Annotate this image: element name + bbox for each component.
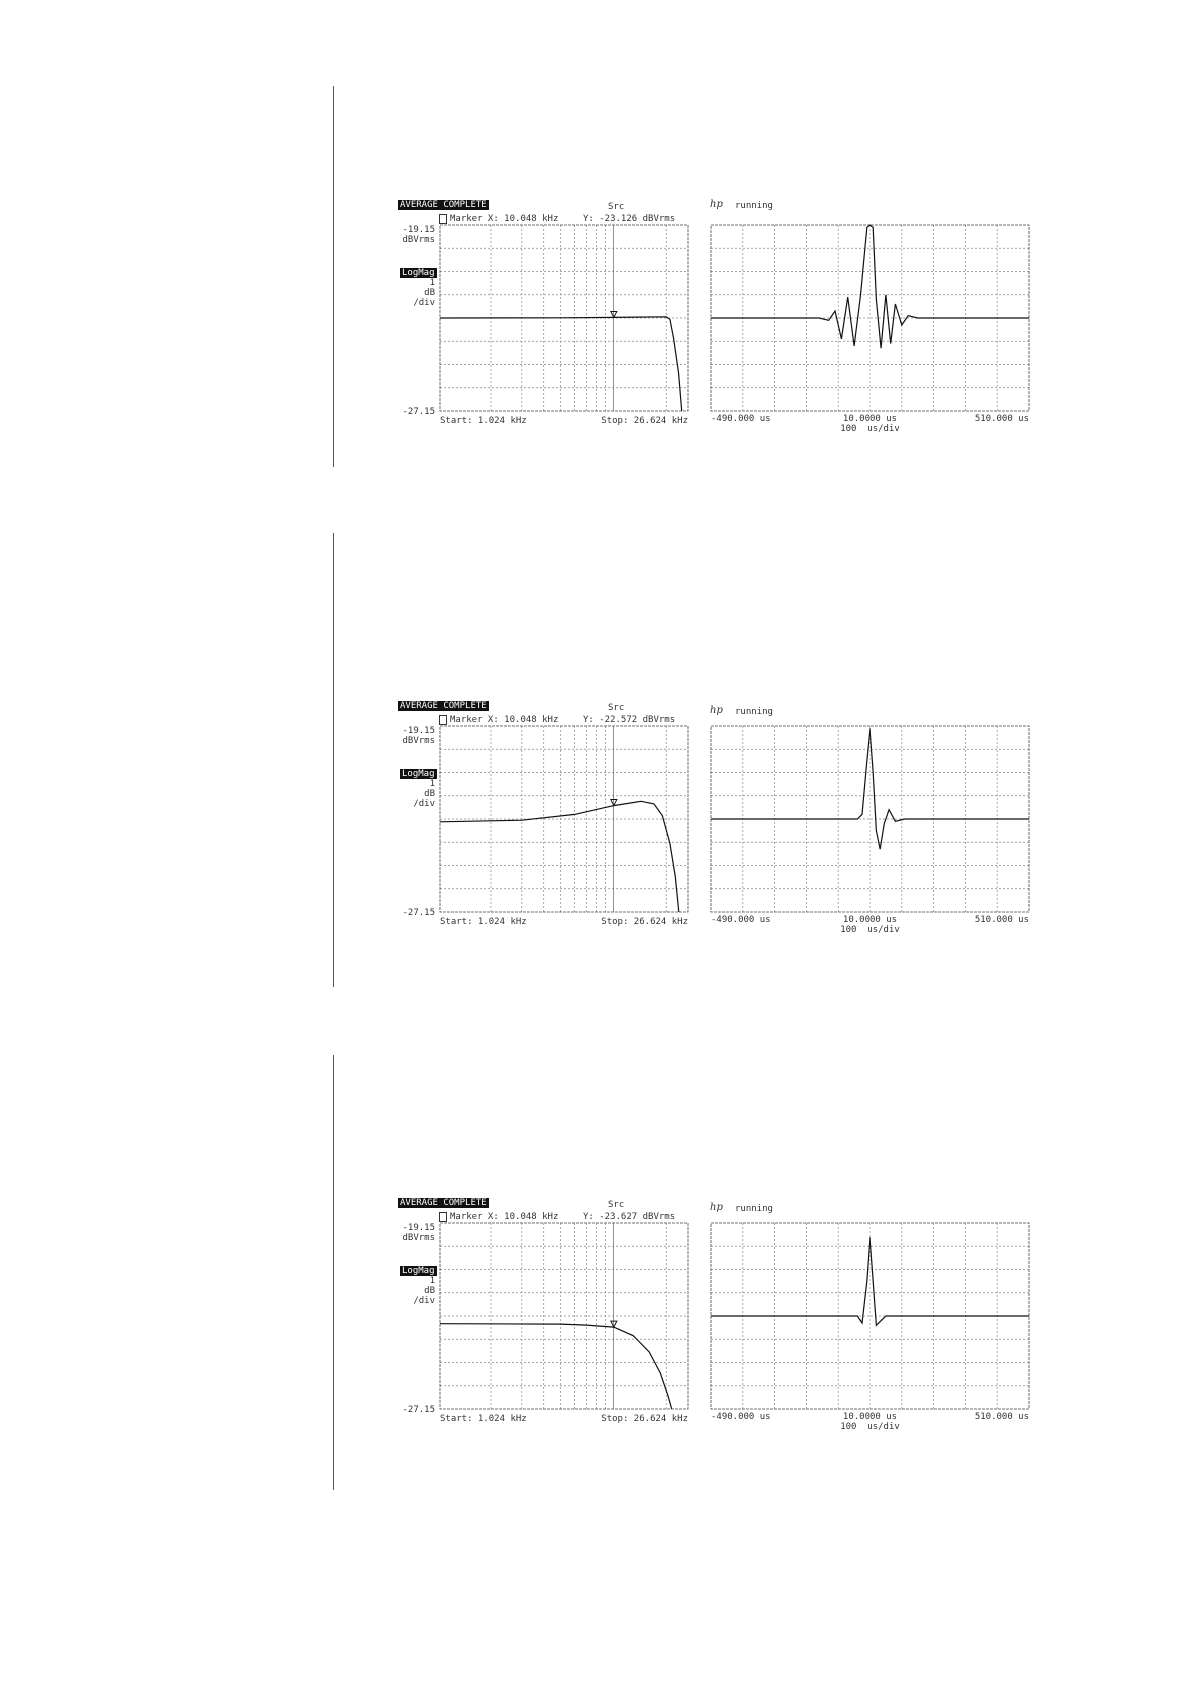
x-left-label: -490.000 us (711, 414, 771, 424)
running-status: running (735, 1204, 773, 1214)
x-scale-label: 100 us/div (840, 925, 900, 935)
source-label: Src (608, 202, 625, 212)
y-bottom-label: -27.15 (402, 407, 435, 417)
scale-unit: dB (424, 288, 435, 298)
x-right-label: 510.000 us (974, 414, 1029, 424)
analyzer-display-1: AVERAGE COMPLETE Src Marker X: 10.048 kHz Y… (0, 195, 1191, 435)
scale-per-div: /div (413, 799, 435, 809)
impulse-trace (711, 224, 1029, 349)
y-bottom-label: -27.15 (402, 1405, 435, 1415)
scale-unit: dB (424, 789, 435, 799)
analyzer-display-2: AVERAGE COMPLETE Src Marker X: 10.048 kHz Y… (0, 696, 1191, 936)
status-badge: AVERAGE COMPLETE (398, 1198, 489, 1208)
x-right-label: 510.000 us (974, 915, 1029, 925)
plot-frame (439, 1222, 689, 1410)
status-badge: AVERAGE COMPLETE (398, 200, 489, 210)
y-top-label: -19.15 (402, 726, 435, 736)
x-start-label: Start: 1.024 kHz (440, 917, 527, 927)
y-unit-label: dBVrms (402, 1233, 435, 1243)
x-left-label: -490.000 us (711, 915, 771, 925)
hp-logo: hp (710, 1202, 723, 1213)
scale-value: 1 (429, 278, 435, 288)
plot-frame (439, 725, 689, 913)
status-badge: AVERAGE COMPLETE (398, 701, 489, 711)
y-bottom-label: -27.15 (402, 908, 435, 918)
marker-triangle (610, 1320, 618, 1329)
impulse-response-plot (710, 224, 1030, 412)
x-left-label: -490.000 us (711, 1412, 771, 1422)
x-stop-label: Stop: 26.624 kHz (601, 917, 688, 927)
y-top-label: -19.15 (402, 225, 435, 235)
margin-rule (333, 86, 334, 467)
hp-logo: hp (710, 199, 723, 210)
scale-per-div: /div (413, 1296, 435, 1306)
source-label: Src (608, 1200, 625, 1210)
frequency-trace (439, 800, 680, 913)
impulse-trace (711, 728, 1029, 850)
format-label: LogMag (400, 268, 437, 278)
marker-y-readout: Y: -23.126 dBVrms (583, 214, 676, 224)
y-unit-label: dBVrms (402, 235, 435, 245)
running-status: running (735, 707, 773, 717)
x-scale-label: 100 us/div (840, 1422, 900, 1432)
impulse-response-plot (710, 725, 1030, 913)
y-unit-label: dBVrms (402, 736, 435, 746)
scale-value: 1 (429, 1276, 435, 1286)
marker-triangle (610, 799, 618, 807)
x-center-label: 10.0000 us (842, 915, 898, 925)
y-top-label: -19.15 (402, 1223, 435, 1233)
format-label: LogMag (400, 769, 437, 779)
x-scale-label: 100 us/div (840, 424, 900, 434)
running-status: running (735, 201, 773, 211)
x-right-label: 510.000 us (974, 1412, 1029, 1422)
x-start-label: Start: 1.024 kHz (440, 416, 527, 426)
impulse-trace (711, 1236, 1029, 1327)
marker-y-readout: Y: -22.572 dBVrms (583, 715, 676, 725)
format-label: LogMag (400, 1266, 437, 1276)
analyzer-display-3: AVERAGE COMPLETE Src Marker X: 10.048 kHz Y… (0, 1193, 1191, 1433)
margin-rule (333, 533, 334, 987)
x-start-label: Start: 1.024 kHz (440, 1414, 527, 1424)
scale-value: 1 (429, 779, 435, 789)
frequency-response-plot (439, 1222, 689, 1410)
scale-per-div: /div (413, 298, 435, 308)
x-stop-label: Stop: 26.624 kHz (601, 416, 688, 426)
x-center-label: 10.0000 us (842, 1412, 898, 1422)
marker-x-readout: Marker X: 10.048 kHz (450, 1212, 559, 1222)
x-stop-label: Stop: 26.624 kHz (601, 1414, 688, 1424)
frequency-trace (439, 1323, 673, 1410)
marker-x-readout: Marker X: 10.048 kHz (450, 715, 559, 725)
impulse-response-plot (710, 1222, 1030, 1410)
x-center-label: 10.0000 us (842, 414, 898, 424)
marker-y-readout: Y: -23.627 dBVrms (583, 1212, 676, 1222)
marker-icon (439, 1212, 447, 1222)
marker-triangle (610, 310, 618, 319)
marker-icon (439, 715, 447, 725)
frequency-trace (439, 316, 683, 412)
hp-logo: hp (710, 705, 723, 716)
source-label: Src (608, 703, 625, 713)
frequency-response-plot (439, 725, 689, 913)
marker-x-readout: Marker X: 10.048 kHz (450, 214, 559, 224)
frequency-response-plot (439, 224, 689, 412)
marker-icon (439, 214, 447, 224)
scale-unit: dB (424, 1286, 435, 1296)
margin-rule (333, 1055, 334, 1490)
